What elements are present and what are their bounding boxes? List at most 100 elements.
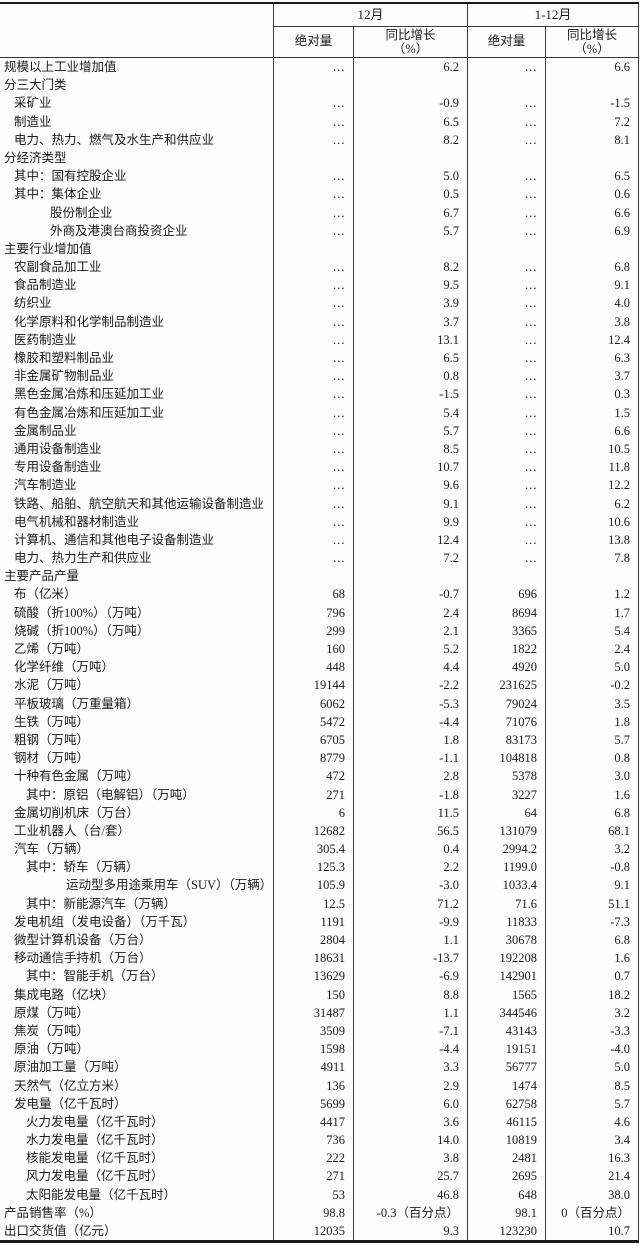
table-row: 汽车制造业… 9.6… 12.2 [0,476,638,495]
table-row: 化学原料和化学制品制造业… 3.7… 3.8 [0,312,638,331]
cell-value: 11833 [467,912,545,932]
row-label: 工业机器人（台/套） [14,823,130,838]
cell-value: … [273,276,353,295]
cell-value: 3.6 [353,1112,467,1132]
cell-value: 271 [273,1167,353,1186]
row-label: 有色金属冶炼和压延加工业 [14,405,165,420]
cell-value: … [467,58,545,77]
row-label: 移动通信手持机（万台） [14,951,152,966]
row-label: 水泥（万吨） [14,678,90,693]
cell-value: 648 [467,1185,545,1204]
cell-value: 344546 [467,1003,545,1022]
table-row: 汽车（万辆） 305.4 0.4 2994.2 3.2 [0,840,638,859]
cell-value [273,76,353,95]
cell-value: 1822 [467,640,545,659]
cell-value: 6.5 [353,349,467,368]
cell-value: 1598 [273,1040,353,1059]
cell-value: 9.1 [545,276,638,295]
cell-value: … [467,476,545,495]
table-row: 纺织业… 3.9… 4.0 [0,294,638,313]
cell-value: 19151 [467,1040,545,1059]
cell-value: … [273,258,353,277]
cell-value: … [273,494,353,513]
cell-value: … [467,349,545,368]
cell-value: 8.5 [545,1076,638,1095]
cell-value: 51.1 [545,894,638,913]
cell-value: 68.1 [545,821,638,841]
cell-value: 71.2 [353,894,467,913]
cell-value: 105.9 [273,876,353,895]
row-label: 其中：新能源汽车（万辆） [26,896,177,911]
cell-value: … [467,512,545,531]
cell-value: 3227 [467,785,545,804]
row-label: 金属制品业 [14,423,77,438]
cell-value: 56777 [467,1058,545,1077]
row-label: 发电机组（发电设备）（万千瓦） [14,914,196,929]
cell-value: 5.0 [545,658,638,677]
cell-value: 53 [273,1185,353,1204]
table-row: 天然气（亿立方米） 136 2.9 1474 8.5 [0,1076,638,1095]
cell-value [545,567,638,586]
cell-value: 1474 [467,1076,545,1095]
header-absolute-year: 绝对量 [467,26,545,57]
cell-value: 13629 [273,967,353,986]
cell-value: 0.6 [545,185,638,204]
table-row: 有色金属冶炼和压延加工业… 5.4… 1.5 [0,403,638,422]
table-row: 医药制造业… 13.1… 12.4 [0,330,638,350]
cell-value: 21.4 [545,1167,638,1186]
table-row: 其中：智能手机（万台） 13629 -6.9 142901 0.7 [0,967,638,986]
cell-value: … [273,458,353,477]
row-label: 汽车（万辆） [14,842,90,857]
cell-value: … [467,203,545,222]
cell-value: 64 [467,803,545,822]
cell-value: 46.8 [353,1185,467,1204]
cell-value: 0.4 [353,840,467,859]
cell-value: 0（百分点） [545,1203,638,1223]
row-label: 生铁（万吨） [14,714,90,729]
cell-value: 305.4 [273,840,353,859]
cell-value: 5.4 [545,621,638,641]
row-label: 专用设备制造业 [14,460,102,475]
cell-value [353,567,467,586]
cell-value: -3.3 [545,1021,638,1041]
row-label: 电力、热力、燃气及水生产和供应业 [14,132,215,147]
row-label: 采矿业 [14,96,52,111]
table-row: 平板玻璃（万重量箱） 6062 -5.3 79024 3.5 [0,694,638,713]
cell-value: … [467,330,545,350]
cell-value: 2.9 [353,1076,467,1095]
cell-value: 6.2 [545,494,638,513]
cell-value: -7.1 [353,1021,467,1041]
table-row: 集成电路（亿块） 150 8.8 1565 18.2 [0,985,638,1004]
cell-value: 9.6 [353,476,467,495]
cell-value: 5.7 [353,221,467,240]
table-row: 水泥（万吨） 19144 -2.2 231625 -0.2 [0,676,638,695]
cell-value: 1.6 [545,785,638,804]
cell-value: 736 [273,1131,353,1150]
cell-value: 3.9 [353,294,467,313]
row-label: 乙烯（万吨） [14,642,90,656]
cell-value: -0.7 [353,585,467,604]
cell-value: … [467,549,545,568]
cell-value: 3.5 [545,694,638,713]
table-row: 其中：新能源汽车（万辆） 12.5 71.2 71.6 51.1 [0,894,638,913]
table-row: 布（亿米） 68 -0.7 696 1.2 [0,585,638,604]
cell-value: -6.9 [353,967,467,986]
cell-value: -13.7 [353,949,467,968]
cell-value: 6.0 [353,1094,467,1113]
cell-value: 8.5 [353,439,467,459]
row-label: 布（亿米） [14,587,77,602]
row-label: 黑色金属冶炼和压延加工业 [14,387,165,402]
cell-value: 0.3 [545,385,638,404]
cell-value: 9.5 [353,276,467,295]
table-row: 专用设备制造业… 10.7… 11.8 [0,458,638,477]
cell-value: 8.2 [353,130,467,149]
table-row: 电力、热力、燃气及水生产和供应业… 8.2… 8.1 [0,130,638,149]
cell-value: 68 [273,585,353,604]
row-label: 制造业 [14,114,52,129]
header-yoy-dec: 同比增长 （%） [353,26,467,57]
cell-value [273,567,353,586]
row-label: 原油加工量（万吨） [14,1060,127,1075]
table-row: 其中：国有控股企业… 5.0… 6.5 [0,167,638,186]
cell-value: … [273,385,353,404]
cell-value: 796 [273,603,353,622]
